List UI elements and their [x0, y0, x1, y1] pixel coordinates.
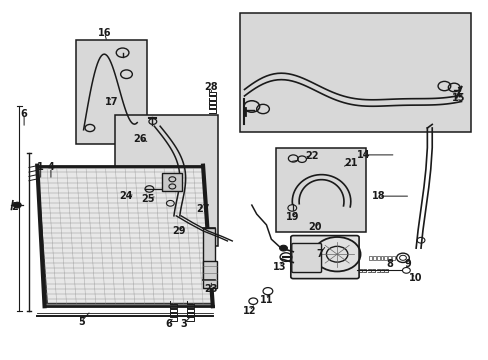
Text: 27: 27 — [196, 204, 209, 215]
Text: 7: 7 — [316, 248, 323, 258]
Bar — [239, 13, 470, 132]
Bar — [387, 256, 390, 260]
Text: 4: 4 — [47, 162, 54, 172]
Circle shape — [279, 245, 287, 251]
Bar — [76, 40, 147, 144]
Bar — [115, 116, 217, 246]
Bar — [276, 148, 366, 232]
Text: 20: 20 — [308, 222, 321, 232]
Bar — [380, 256, 383, 260]
Text: 28: 28 — [204, 82, 218, 93]
Text: 6: 6 — [20, 109, 27, 119]
Text: 25: 25 — [141, 194, 154, 204]
Bar — [376, 256, 379, 260]
Text: 26: 26 — [133, 134, 146, 144]
Text: 11: 11 — [259, 295, 273, 305]
Text: 14: 14 — [357, 150, 370, 160]
Text: 17: 17 — [105, 97, 119, 107]
Text: 6: 6 — [165, 319, 172, 329]
Bar — [391, 256, 394, 260]
Text: 29: 29 — [172, 226, 185, 236]
Bar — [372, 256, 375, 260]
Text: 24: 24 — [120, 191, 133, 201]
Text: 2: 2 — [11, 202, 18, 212]
Text: 15: 15 — [451, 93, 465, 103]
Bar — [203, 228, 215, 280]
Bar — [368, 256, 371, 260]
Circle shape — [13, 202, 21, 208]
FancyBboxPatch shape — [291, 243, 321, 273]
Text: 13: 13 — [272, 262, 286, 272]
Text: 8: 8 — [386, 259, 392, 269]
Text: 19: 19 — [285, 212, 299, 221]
Bar — [161, 173, 182, 192]
Text: 1: 1 — [37, 162, 44, 172]
Bar — [203, 261, 216, 288]
Text: 23: 23 — [204, 284, 218, 294]
Text: 22: 22 — [305, 150, 318, 161]
Polygon shape — [37, 167, 212, 304]
Text: 12: 12 — [242, 306, 256, 316]
Text: 18: 18 — [371, 191, 385, 201]
Text: 5: 5 — [78, 317, 84, 327]
Text: 21: 21 — [344, 158, 357, 168]
Bar — [384, 256, 386, 260]
FancyBboxPatch shape — [290, 235, 358, 279]
Text: 10: 10 — [408, 273, 422, 283]
Text: 16: 16 — [98, 28, 111, 38]
Text: 9: 9 — [404, 259, 410, 269]
Text: 3: 3 — [180, 319, 186, 329]
